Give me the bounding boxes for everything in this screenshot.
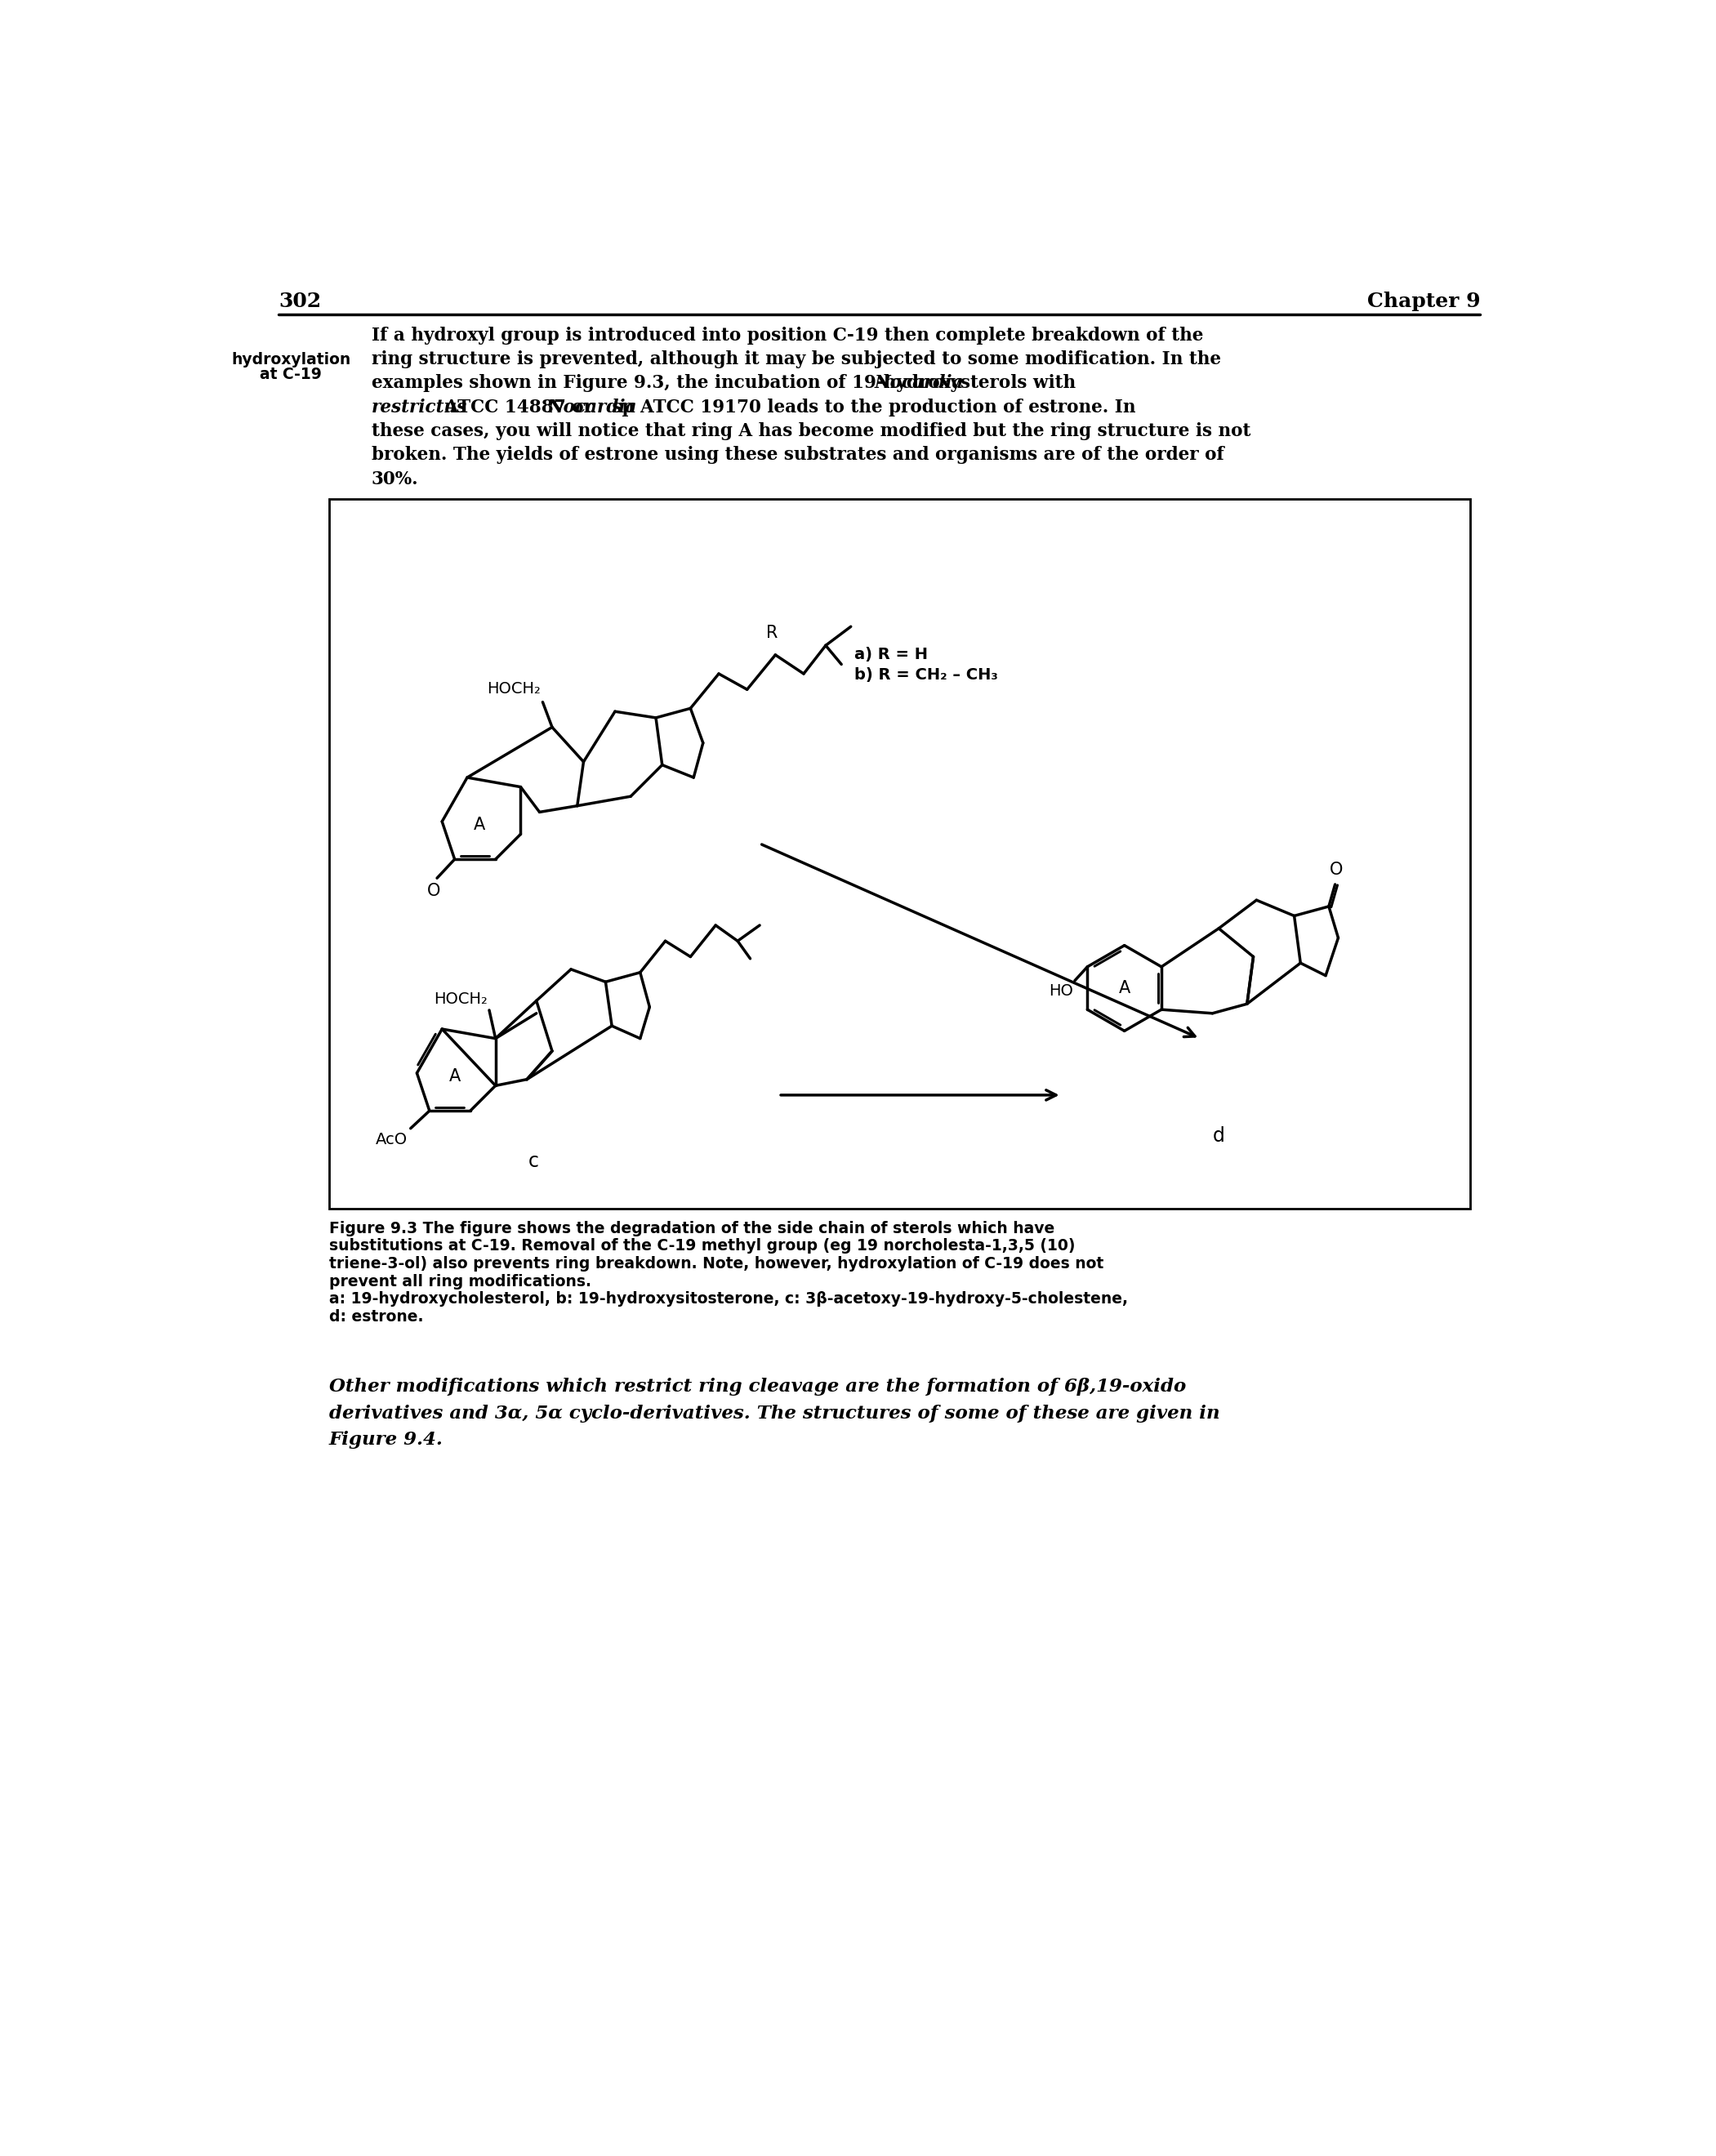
Text: 302: 302 (278, 291, 321, 310)
Text: ATCC 14887 or: ATCC 14887 or (439, 399, 599, 416)
Text: Other modifications which restrict ring cleavage are the formation of 6β,19-oxid: Other modifications which restrict ring … (329, 1378, 1186, 1397)
Text: hydroxylation: hydroxylation (232, 351, 350, 367)
Text: O: O (427, 884, 441, 899)
Text: a: 19-hydroxycholesterol, b: 19-hydroxysitosterone, c: 3β-acetoxy-19-hydroxy-5-c: a: 19-hydroxycholesterol, b: 19-hydroxys… (329, 1291, 1127, 1307)
Text: HO: HO (1048, 983, 1074, 998)
Text: 30%.: 30%. (372, 470, 419, 487)
Text: AcO: AcO (376, 1132, 407, 1147)
Text: substitutions at C-19. Removal of the C-19 methyl group (eg 19 norcholesta-1,3,5: substitutions at C-19. Removal of the C-… (329, 1238, 1074, 1255)
Text: d: estrone.: d: estrone. (329, 1309, 424, 1324)
Text: at C-19: at C-19 (261, 367, 323, 382)
Text: A: A (1119, 981, 1131, 996)
Text: a) R = H: a) R = H (855, 647, 927, 662)
Text: Figure 9.3 The figure shows the degradation of the side chain of sterols which h: Figure 9.3 The figure shows the degradat… (329, 1220, 1054, 1235)
Text: d: d (1213, 1125, 1225, 1147)
Text: Figure 9.4.: Figure 9.4. (329, 1432, 443, 1449)
Text: triene-3-ol) also prevents ring breakdown. Note, however, hydroxylation of C-19 : triene-3-ol) also prevents ring breakdow… (329, 1257, 1103, 1272)
Text: ring structure is prevented, although it may be subjected to some modification. : ring structure is prevented, although it… (372, 351, 1222, 369)
Text: Nocardia: Nocardia (547, 399, 637, 416)
Text: examples shown in Figure 9.3, the incubation of 19-hydroxysterols with: examples shown in Figure 9.3, the incuba… (372, 375, 1081, 392)
Text: Nocardia: Nocardia (875, 375, 964, 392)
Text: c: c (529, 1151, 539, 1171)
Text: sp ATCC 19170 leads to the production of estrone. In: sp ATCC 19170 leads to the production of… (606, 399, 1136, 416)
Text: A: A (474, 817, 486, 832)
Text: restrictus: restrictus (372, 399, 467, 416)
Text: prevent all ring modifications.: prevent all ring modifications. (329, 1274, 590, 1289)
Text: R: R (767, 625, 777, 640)
Text: these cases, you will notice that ring A has become modified but the ring struct: these cases, you will notice that ring A… (372, 423, 1251, 440)
Text: Chapter 9: Chapter 9 (1368, 291, 1481, 310)
Text: derivatives and 3α, 5α cyclo-derivatives. The structures of some of these are gi: derivatives and 3α, 5α cyclo-derivatives… (329, 1404, 1220, 1423)
Text: If a hydroxyl group is introduced into position C-19 then complete breakdown of : If a hydroxyl group is introduced into p… (372, 326, 1203, 345)
Text: A: A (450, 1067, 460, 1084)
Bar (329, 498, 1471, 1207)
Text: O: O (1330, 862, 1344, 877)
Text: HOCH₂: HOCH₂ (487, 681, 541, 696)
Text: HOCH₂: HOCH₂ (434, 992, 487, 1007)
Text: broken. The yields of estrone using these substrates and organisms are of the or: broken. The yields of estrone using thes… (372, 446, 1224, 464)
Text: b) R = CH₂ – CH₃: b) R = CH₂ – CH₃ (855, 666, 997, 683)
